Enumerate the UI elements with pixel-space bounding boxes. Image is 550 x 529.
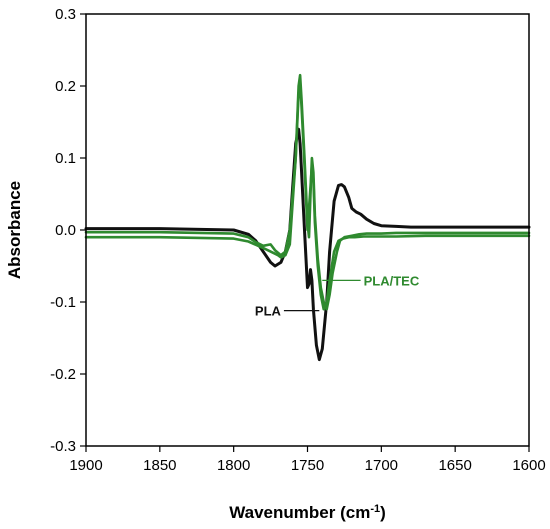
- y-tick-label: -0.2: [50, 366, 76, 383]
- x-tick-label: 1900: [69, 457, 102, 474]
- x-tick-label: 1750: [291, 457, 324, 474]
- y-tick-label: 0.2: [55, 78, 76, 95]
- x-tick-label: 1800: [217, 457, 250, 474]
- x-tick-label: 1650: [438, 457, 471, 474]
- x-tick-label: 1850: [143, 457, 176, 474]
- series-line-2: [84, 81, 531, 311]
- y-tick-label: -0.1: [50, 294, 76, 311]
- annotation-label-1: PLA/TEC: [364, 273, 420, 288]
- series-line-0: [84, 127, 531, 362]
- plot-frame: [85, 13, 530, 447]
- y-tick-label: 0.1: [55, 150, 76, 167]
- y-tick-label: -0.3: [50, 438, 76, 455]
- y-tick-label: 0.0: [55, 222, 76, 239]
- y-tick-label: 0.3: [55, 6, 76, 23]
- x-tick-label: 1600: [512, 457, 545, 474]
- annotation-label-0: PLA: [255, 304, 282, 319]
- y-axis-title: Absorbance: [5, 181, 24, 279]
- x-tick-label: 1700: [365, 457, 398, 474]
- x-axis-title: Wavenumber (cm-1): [229, 503, 386, 522]
